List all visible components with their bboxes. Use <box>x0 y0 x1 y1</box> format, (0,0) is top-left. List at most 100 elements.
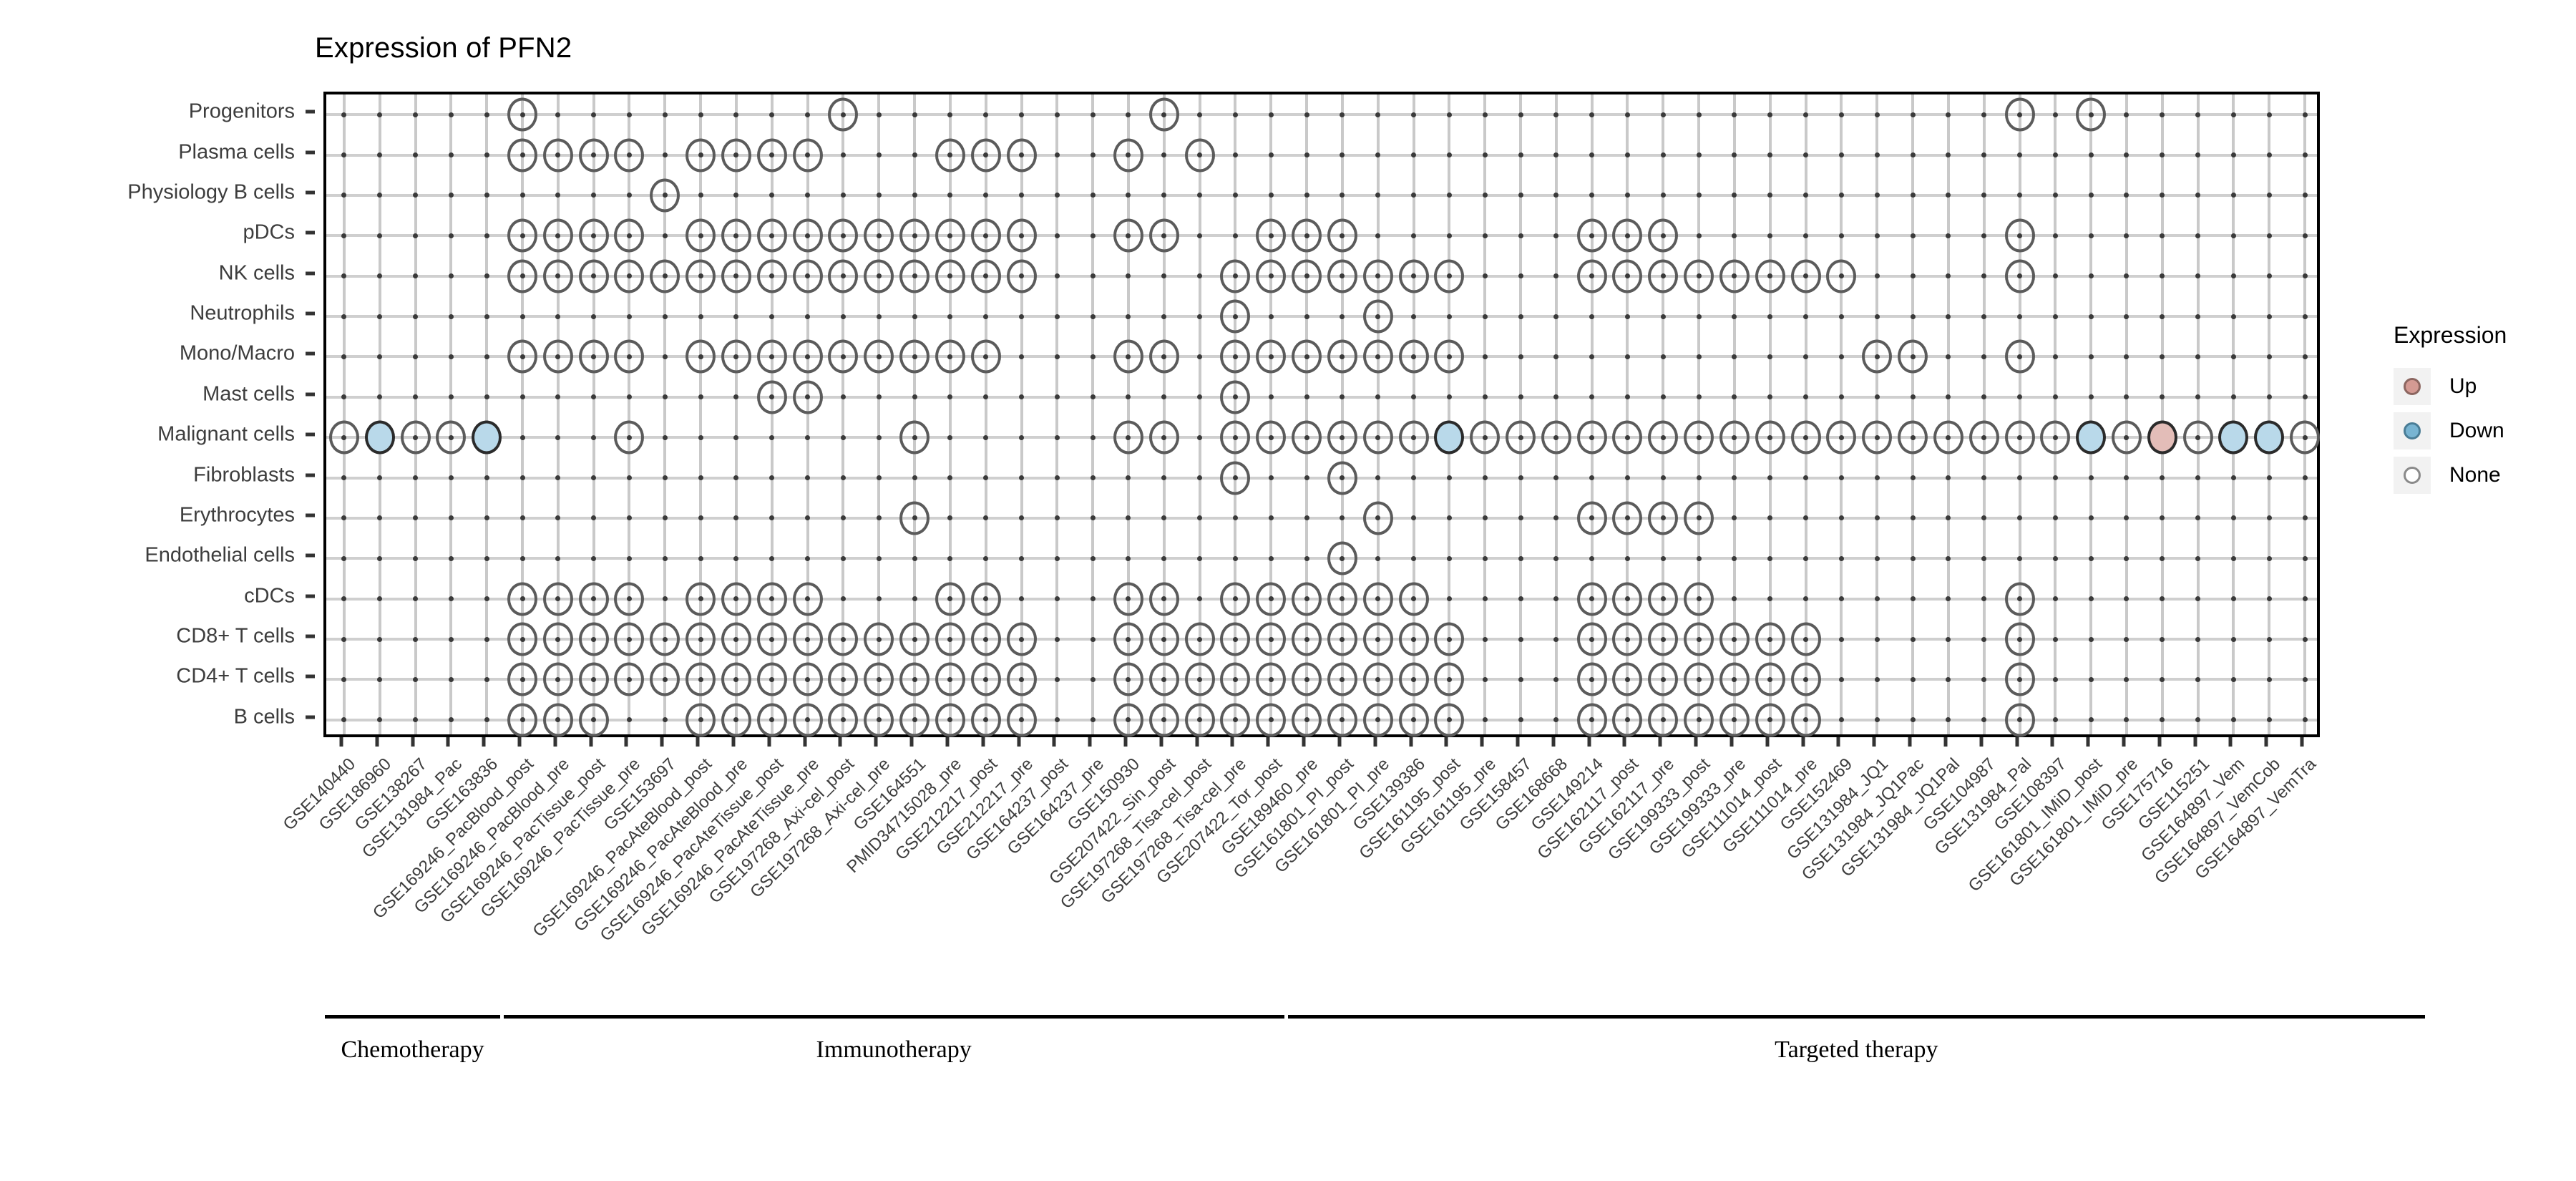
expression-dot[interactable] <box>1327 339 1357 374</box>
expression-dot[interactable] <box>578 339 609 374</box>
expression-dot[interactable] <box>1648 259 1679 293</box>
expression-dot[interactable] <box>1612 259 1643 293</box>
expression-dot[interactable] <box>935 703 965 737</box>
expression-dot[interactable] <box>1220 622 1251 656</box>
expression-dot[interactable] <box>1362 703 1393 737</box>
expression-dot[interactable] <box>721 259 751 293</box>
expression-dot[interactable] <box>1398 662 1429 696</box>
expression-dot[interactable] <box>721 662 751 696</box>
expression-dot[interactable] <box>1113 662 1143 696</box>
expression-dot[interactable] <box>1684 703 1714 737</box>
expression-dot[interactable] <box>614 259 645 293</box>
expression-dot[interactable] <box>1826 420 1857 455</box>
expression-dot[interactable] <box>1220 662 1251 696</box>
expression-dot[interactable] <box>1434 339 1465 374</box>
expression-dot[interactable] <box>1362 622 1393 656</box>
expression-dot[interactable] <box>970 218 1001 253</box>
expression-dot[interactable] <box>650 622 680 656</box>
expression-dot[interactable] <box>1684 259 1714 293</box>
expression-dot[interactable] <box>507 97 538 132</box>
expression-dot[interactable] <box>1648 420 1679 455</box>
expression-dot[interactable] <box>578 582 609 616</box>
expression-dot[interactable] <box>1576 582 1607 616</box>
expression-dot[interactable] <box>1898 420 1928 455</box>
expression-dot[interactable] <box>1576 622 1607 656</box>
expression-dot[interactable] <box>436 420 467 455</box>
expression-dot[interactable] <box>1968 420 1999 455</box>
expression-dot[interactable] <box>721 218 751 253</box>
expression-dot[interactable] <box>756 259 787 293</box>
expression-dot[interactable] <box>614 339 645 374</box>
expression-dot[interactable] <box>756 703 787 737</box>
expression-dot[interactable] <box>1541 420 1571 455</box>
expression-dot[interactable] <box>2218 420 2249 455</box>
expression-dot[interactable] <box>507 259 538 293</box>
expression-dot[interactable] <box>2040 420 2071 455</box>
expression-dot[interactable] <box>1576 259 1607 293</box>
expression-dot[interactable] <box>970 582 1001 616</box>
expression-dot[interactable] <box>1933 420 1963 455</box>
expression-dot[interactable] <box>899 662 930 696</box>
expression-dot[interactable] <box>1576 420 1607 455</box>
expression-dot[interactable] <box>1327 218 1357 253</box>
expression-dot[interactable] <box>1113 622 1143 656</box>
expression-dot[interactable] <box>1113 420 1143 455</box>
expression-dot[interactable] <box>1006 662 1037 696</box>
expression-dot[interactable] <box>578 703 609 737</box>
expression-dot[interactable] <box>970 703 1001 737</box>
expression-dot[interactable] <box>756 218 787 253</box>
expression-dot[interactable] <box>614 622 645 656</box>
expression-dot[interactable] <box>507 138 538 172</box>
expression-dot[interactable] <box>1006 138 1037 172</box>
expression-dot[interactable] <box>899 259 930 293</box>
expression-dot[interactable] <box>1790 259 1821 293</box>
expression-dot[interactable] <box>1648 622 1679 656</box>
expression-dot[interactable] <box>1755 662 1785 696</box>
expression-dot[interactable] <box>364 420 395 455</box>
expression-dot[interactable] <box>1148 97 1179 132</box>
expression-dot[interactable] <box>542 662 573 696</box>
expression-dot[interactable] <box>507 622 538 656</box>
expression-dot[interactable] <box>1898 339 1928 374</box>
expression-dot[interactable] <box>828 703 859 737</box>
expression-dot[interactable] <box>1362 339 1393 374</box>
expression-dot[interactable] <box>507 703 538 737</box>
expression-dot[interactable] <box>1398 339 1429 374</box>
expression-dot[interactable] <box>614 582 645 616</box>
expression-dot[interactable] <box>1434 420 1465 455</box>
expression-dot[interactable] <box>1398 259 1429 293</box>
expression-dot[interactable] <box>1684 501 1714 535</box>
expression-dot[interactable] <box>721 622 751 656</box>
expression-dot[interactable] <box>1327 703 1357 737</box>
expression-dot[interactable] <box>756 339 787 374</box>
expression-dot[interactable] <box>1292 218 1322 253</box>
expression-dot[interactable] <box>1719 420 1750 455</box>
expression-dot[interactable] <box>935 138 965 172</box>
expression-dot[interactable] <box>2004 339 2035 374</box>
expression-dot[interactable] <box>1220 339 1251 374</box>
expression-dot[interactable] <box>1612 420 1643 455</box>
expression-dot[interactable] <box>2290 420 2321 455</box>
expression-dot[interactable] <box>1256 622 1287 656</box>
expression-dot[interactable] <box>400 420 431 455</box>
legend-item[interactable]: None <box>2394 453 2572 497</box>
expression-dot[interactable] <box>2254 420 2285 455</box>
expression-dot[interactable] <box>1006 259 1037 293</box>
expression-dot[interactable] <box>1684 622 1714 656</box>
expression-dot[interactable] <box>970 138 1001 172</box>
expression-dot[interactable] <box>2076 420 2107 455</box>
expression-dot[interactable] <box>1362 259 1393 293</box>
expression-dot[interactable] <box>1256 218 1287 253</box>
expression-dot[interactable] <box>935 259 965 293</box>
expression-dot[interactable] <box>1256 420 1287 455</box>
expression-dot[interactable] <box>1148 582 1179 616</box>
expression-dot[interactable] <box>1684 662 1714 696</box>
expression-dot[interactable] <box>1292 582 1322 616</box>
expression-dot[interactable] <box>935 339 965 374</box>
expression-dot[interactable] <box>1362 582 1393 616</box>
expression-dot[interactable] <box>1434 703 1465 737</box>
expression-dot[interactable] <box>1006 218 1037 253</box>
expression-dot[interactable] <box>1113 582 1143 616</box>
expression-dot[interactable] <box>2004 622 2035 656</box>
expression-dot[interactable] <box>899 339 930 374</box>
